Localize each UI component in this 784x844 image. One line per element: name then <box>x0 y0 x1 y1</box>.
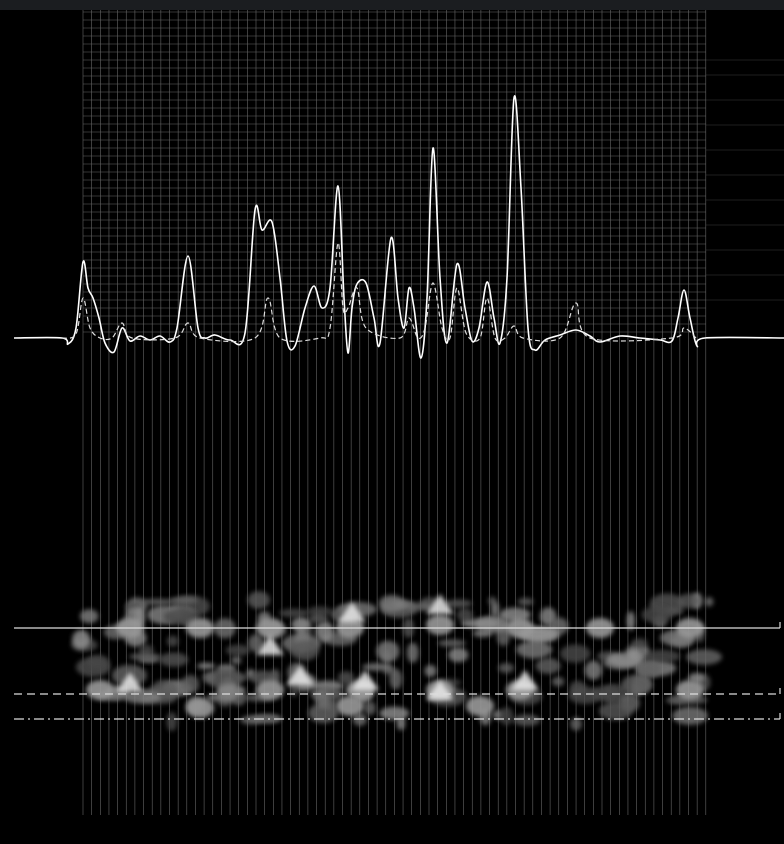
blob <box>621 675 652 696</box>
blob <box>461 619 500 629</box>
blob <box>407 643 419 663</box>
blob <box>518 598 534 606</box>
blob <box>231 656 241 664</box>
blob-core <box>466 696 494 716</box>
blob <box>536 658 561 674</box>
page: (() => { const data = JSON.parse(documen… <box>0 0 784 844</box>
blob-core <box>86 680 114 700</box>
blob-core <box>336 696 364 716</box>
blob <box>364 701 375 715</box>
blob <box>672 707 708 725</box>
blob <box>513 715 540 726</box>
chart <box>0 0 784 844</box>
blob <box>499 707 513 725</box>
blob <box>202 672 214 683</box>
blob <box>642 606 673 623</box>
blob-core <box>676 680 704 700</box>
blob <box>607 652 641 667</box>
blob <box>226 645 250 656</box>
blob <box>80 609 98 623</box>
blob <box>142 599 175 605</box>
blob <box>129 653 161 660</box>
blob <box>315 689 328 708</box>
blob <box>585 661 602 680</box>
blob <box>448 648 468 663</box>
blob <box>362 663 392 671</box>
blob <box>376 641 399 662</box>
top-strip <box>0 0 784 10</box>
blob <box>159 652 188 666</box>
blob <box>309 614 329 624</box>
blob <box>560 644 590 662</box>
blob <box>516 641 552 659</box>
blob <box>632 638 648 648</box>
blob <box>235 674 248 680</box>
blob <box>379 707 409 720</box>
blob <box>379 595 405 612</box>
blob <box>705 597 714 607</box>
blob <box>445 599 472 607</box>
blob <box>182 675 199 694</box>
blob <box>166 712 177 731</box>
blob <box>217 684 245 696</box>
blob-core <box>256 680 284 700</box>
blob <box>389 669 402 690</box>
blob <box>240 716 262 725</box>
blob <box>197 663 215 669</box>
blob <box>291 617 310 631</box>
blob <box>686 649 722 664</box>
blob-core <box>186 698 214 718</box>
blob <box>498 663 514 673</box>
blob <box>552 677 564 687</box>
blob <box>599 702 633 720</box>
blob <box>409 602 432 611</box>
blob <box>438 639 466 646</box>
blob <box>290 640 319 660</box>
blob <box>316 621 334 642</box>
blob <box>87 655 109 670</box>
blob <box>491 602 499 617</box>
blob-core <box>426 615 454 635</box>
blob <box>425 665 437 677</box>
blob <box>279 609 309 618</box>
blob <box>678 594 699 609</box>
blob <box>248 591 270 609</box>
blob <box>167 636 179 647</box>
blob <box>568 687 601 704</box>
blob <box>72 630 90 649</box>
blob <box>124 691 162 703</box>
